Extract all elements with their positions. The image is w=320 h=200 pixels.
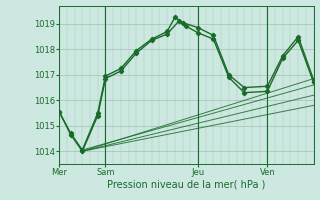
X-axis label: Pression niveau de la mer( hPa ): Pression niveau de la mer( hPa ) — [107, 180, 266, 190]
